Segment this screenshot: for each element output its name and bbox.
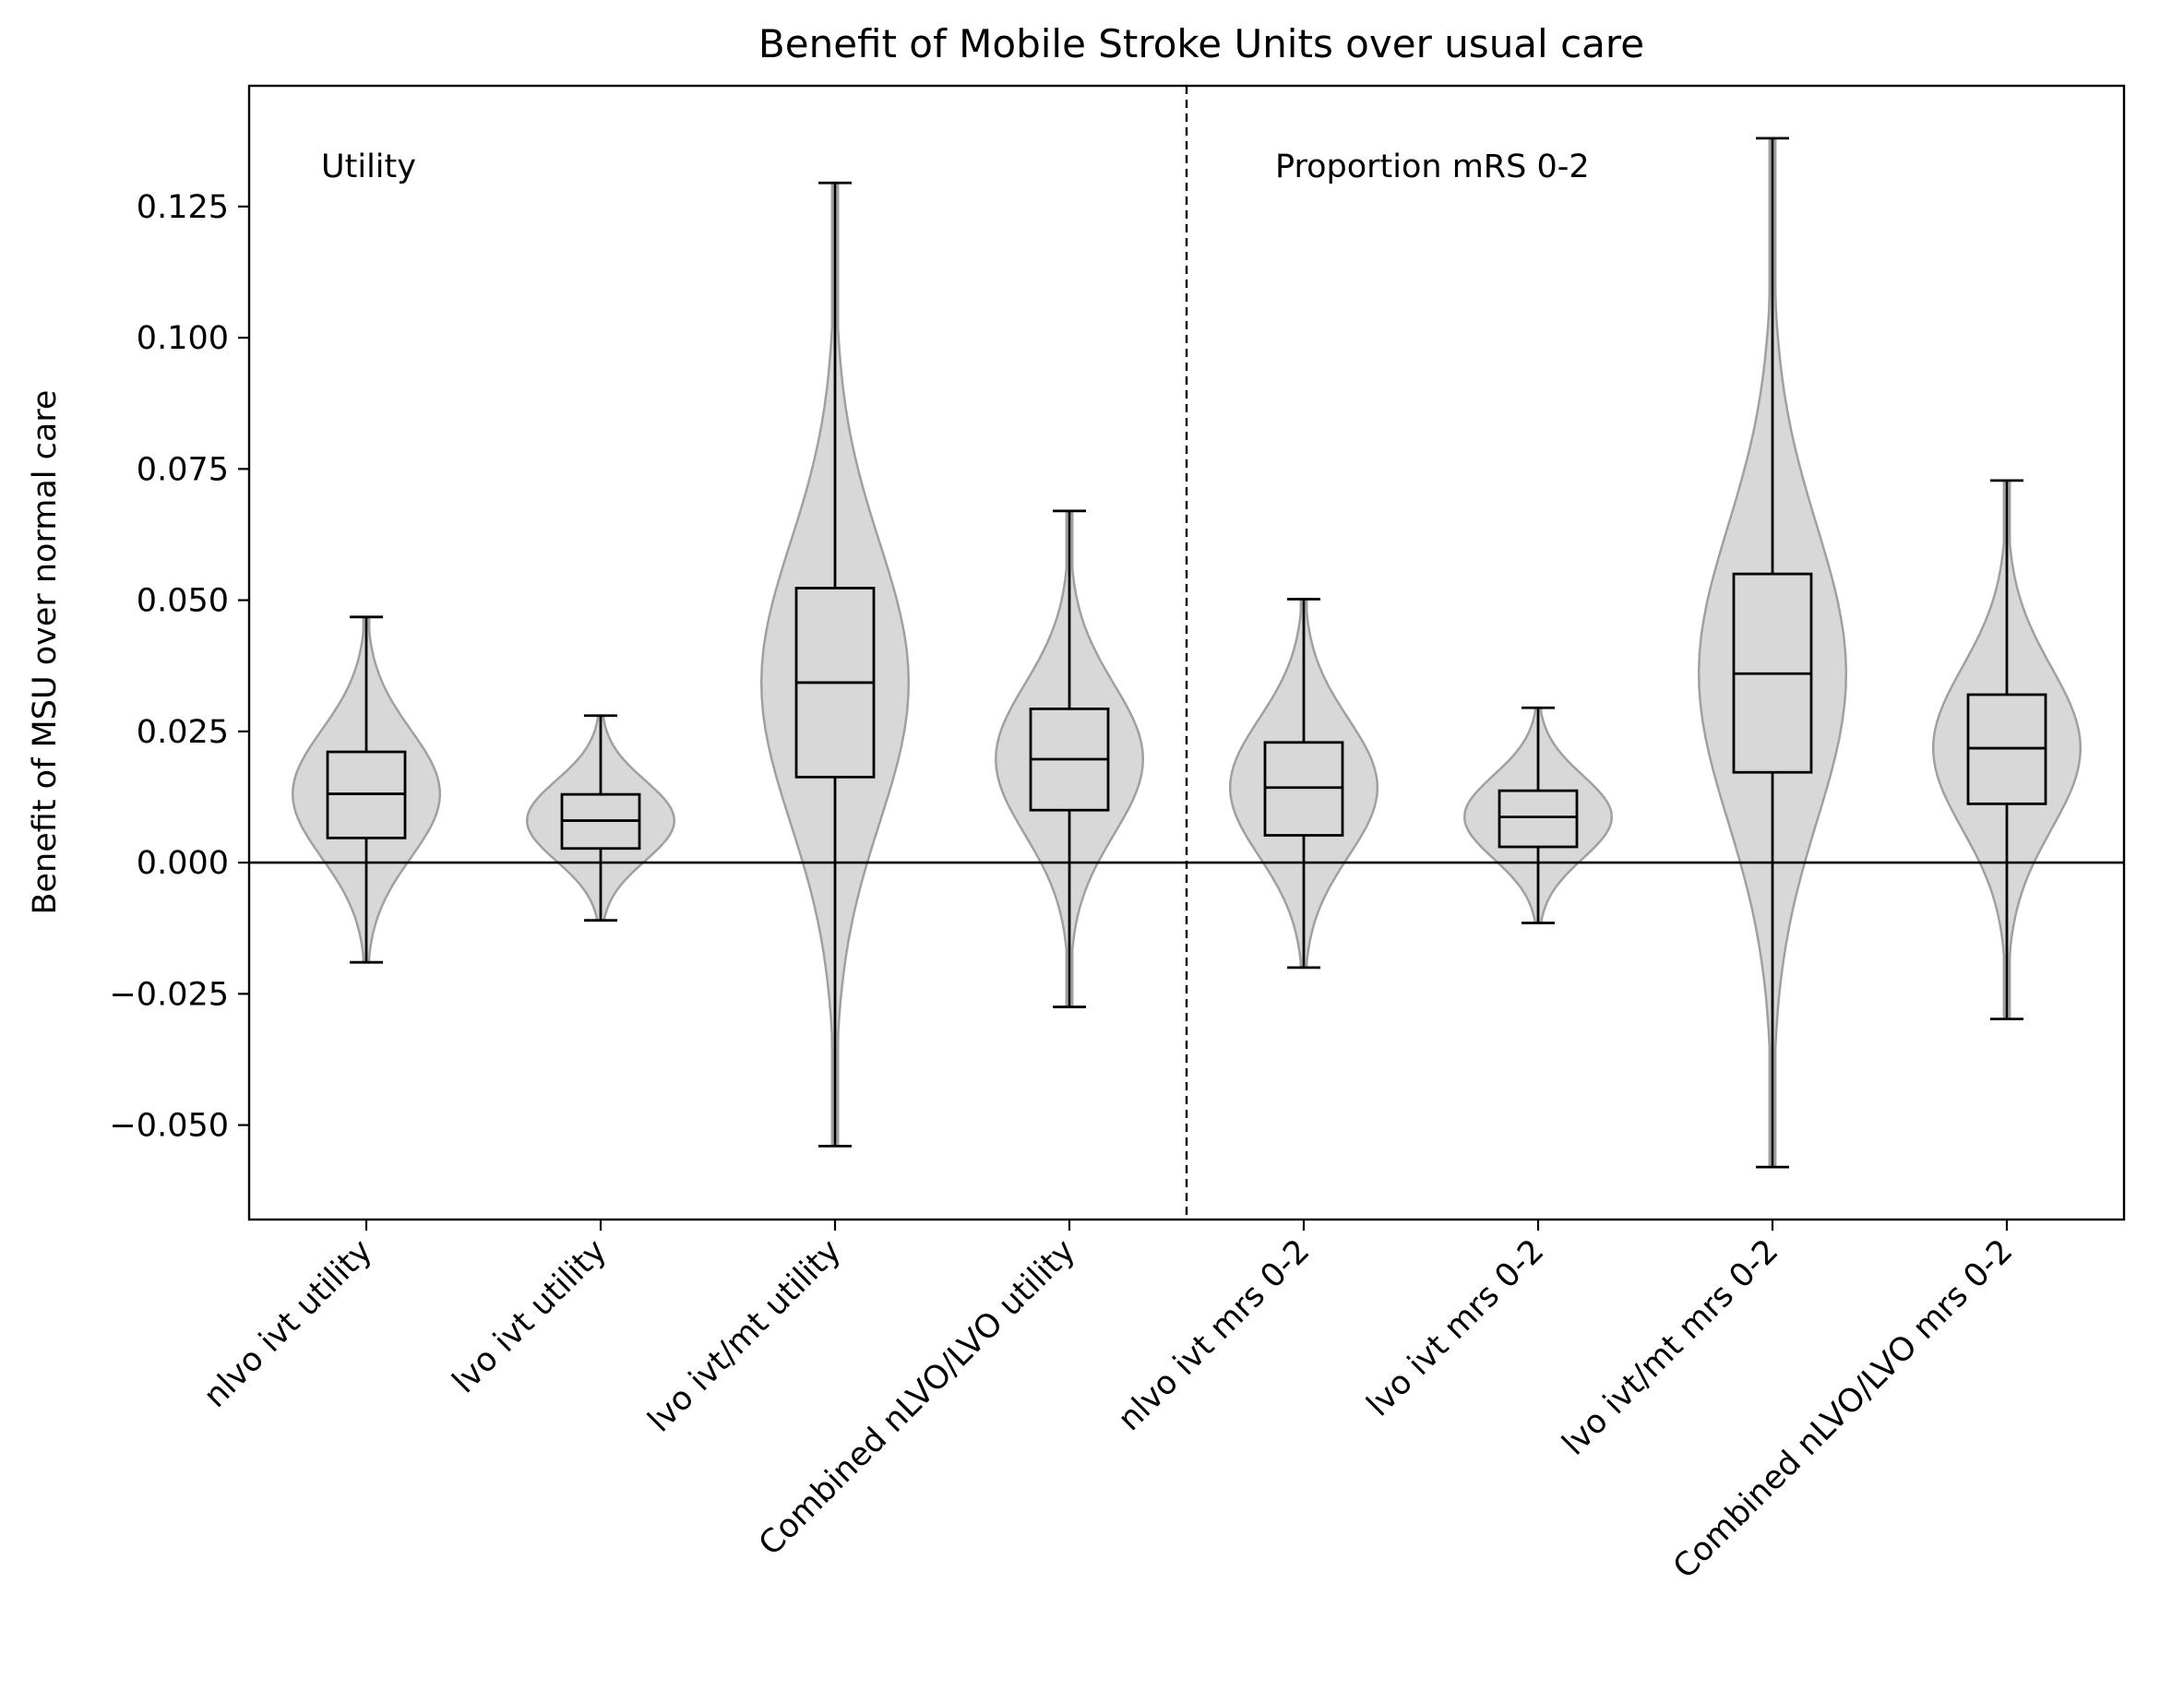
boxplot-1 [560, 714, 641, 922]
axes-layer [247, 84, 2126, 1221]
y-tick-label: −0.050 [109, 1108, 229, 1145]
y-tick-label: 0.000 [137, 845, 229, 882]
x-tick-label: lvo ivt mrs 0-2 [1360, 1232, 1551, 1423]
boxplot-5 [1498, 706, 1579, 924]
boxplot-6 [1732, 137, 1813, 1169]
x-tick-label: nlvo ivt mrs 0-2 [1111, 1232, 1317, 1438]
x-tick-label: lvo ivt utility [446, 1232, 614, 1400]
section-label-mrs: Proportion mRS 0-2 [1275, 149, 1590, 185]
box-iqr [1498, 789, 1579, 849]
y-tick-label: 0.050 [137, 583, 229, 620]
chart-title: Benefit of Mobile Stroke Units over usua… [758, 21, 1644, 66]
y-axis-ticks: −0.050 −0.025 0.000 0.025 0.050 0.075 0.100 0.1… [109, 189, 249, 1145]
y-tick-label: 0.025 [137, 714, 229, 751]
x-tick-label: lvo ivt/mt mrs 0-2 [1556, 1232, 1786, 1463]
boxplot-7 [1966, 479, 2047, 1021]
y-axis-label: Benefit of MSU over normal care [27, 390, 64, 915]
y-tick-label: −0.025 [109, 976, 229, 1013]
x-tick-label: nlvo ivt utility [197, 1232, 379, 1415]
boxplot-4 [1263, 598, 1344, 970]
box-iqr [1263, 741, 1344, 837]
y-tick-label: 0.100 [137, 320, 229, 357]
section-label-utility: Utility [321, 149, 416, 185]
x-axis-ticks: nlvo ivt utility lvo ivt utility lvo ivt/m… [197, 1220, 2020, 1586]
boxplot-3 [1029, 509, 1110, 1008]
y-tick-label: 0.125 [137, 189, 229, 226]
x-tick-label: lvo ivt/mt utility [641, 1232, 848, 1439]
boxplot-0 [326, 615, 407, 964]
boxes-layer [326, 137, 2047, 1169]
plot-frame [247, 84, 2126, 1221]
boxplot-2 [794, 181, 876, 1148]
y-tick-label: 0.075 [137, 451, 229, 488]
